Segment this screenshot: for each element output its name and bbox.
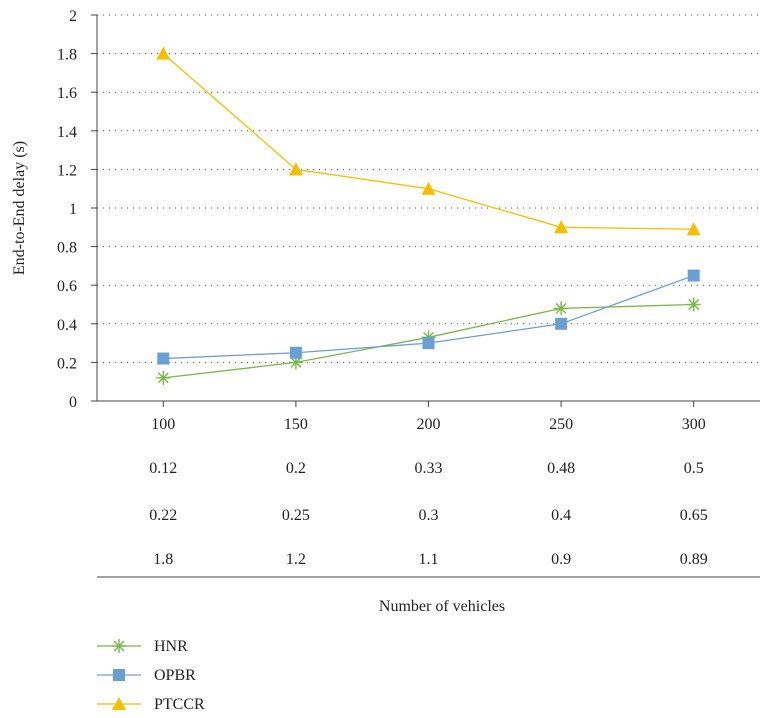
hnr-point <box>156 370 171 385</box>
y-tick-label: 2 <box>69 8 77 25</box>
ptccr-point <box>554 220 569 234</box>
opbr-point <box>422 337 435 350</box>
hnr-table-value: 0.12 <box>149 460 177 477</box>
x-tick-label: 200 <box>417 416 441 433</box>
x-axis-title: Number of vehicles <box>379 598 505 615</box>
y-axis-ticks: 0 0.2 0.4 0.6 0.8 1 1.2 1.4 1.6 1.8 2 <box>57 8 97 411</box>
hnr-table-value: 0.48 <box>547 460 575 477</box>
ptccr-table-value: 1.8 <box>153 551 173 568</box>
ptccr-table-value: 0.89 <box>680 551 708 568</box>
ptccr-table-value: 1.1 <box>419 551 439 568</box>
hnr-table-value: 0.5 <box>684 460 704 477</box>
hnr-table-value: 0.33 <box>415 460 443 477</box>
y-tick-label: 0.8 <box>57 240 77 257</box>
ptccr-point <box>421 181 436 195</box>
ptccr-line <box>162 53 694 230</box>
gridlines <box>97 14 760 363</box>
opbr-table-value: 0.22 <box>149 507 177 524</box>
ptccr-legend-marker <box>112 697 126 710</box>
opbr-point <box>157 352 170 365</box>
opbr-point <box>289 346 302 359</box>
hnr-point <box>554 301 569 316</box>
opbr-table-value: 0.4 <box>551 507 571 524</box>
x-tick-label: 150 <box>284 416 308 433</box>
hnr-point <box>686 297 701 312</box>
y-tick-label: 0.2 <box>57 355 77 372</box>
hnr-legend-marker <box>112 639 126 653</box>
y-tick-label: 1 <box>69 201 77 218</box>
legend: HNR OPBR PTCCR <box>97 638 205 713</box>
x-tick-label: 250 <box>549 416 573 433</box>
ptccr-point <box>156 46 171 60</box>
opbr-table-value: 0.25 <box>282 507 310 524</box>
y-axis-title: End-to-End delay (s) <box>11 141 28 275</box>
opbr-legend-marker <box>113 669 125 681</box>
y-tick-label: 0.4 <box>57 317 77 334</box>
ptccr-legend-label: PTCCR <box>154 696 205 713</box>
data-table: 100 150 200 250 300 0.12 0.2 0.33 0.48 0.5 0.22 0.2… <box>149 401 708 568</box>
x-tick-label: 300 <box>682 416 706 433</box>
y-tick-label: 0 <box>69 394 77 411</box>
y-tick-label: 0.6 <box>57 278 77 295</box>
ptccr-point <box>288 162 303 176</box>
opbr-table-value: 0.3 <box>419 507 439 524</box>
series-lines <box>156 46 701 385</box>
y-tick-label: 1.8 <box>57 47 77 64</box>
hnr-table-value: 0.2 <box>286 460 306 477</box>
ptccr-table-value: 0.9 <box>551 551 571 568</box>
opbr-point <box>555 317 568 330</box>
y-tick-label: 1.2 <box>57 162 77 179</box>
opbr-point <box>687 269 700 282</box>
opbr-table-value: 0.65 <box>680 507 708 524</box>
hnr-legend-label: HNR <box>154 638 188 655</box>
y-tick-label: 1.4 <box>57 124 77 141</box>
opbr-legend-label: OPBR <box>154 667 196 684</box>
ptccr-table-value: 1.2 <box>286 551 306 568</box>
ptccr-point <box>686 222 701 236</box>
x-tick-label: 100 <box>151 416 175 433</box>
y-tick-label: 1.6 <box>57 85 77 102</box>
